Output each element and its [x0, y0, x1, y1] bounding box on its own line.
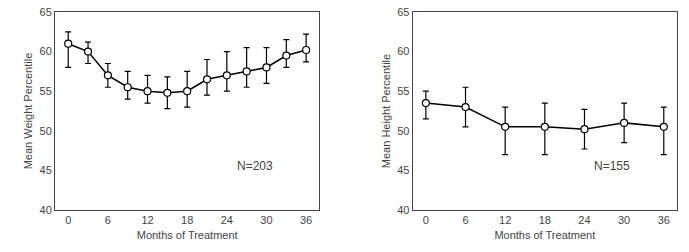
svg-text:N=203: N=203 — [237, 159, 273, 173]
svg-text:18: 18 — [181, 214, 193, 226]
svg-text:60: 60 — [397, 45, 409, 57]
svg-text:40: 40 — [40, 204, 52, 216]
svg-text:0: 0 — [423, 214, 429, 226]
svg-text:36: 36 — [658, 214, 670, 226]
svg-text:24: 24 — [221, 214, 233, 226]
svg-text:Months of Treatment: Months of Treatment — [137, 229, 238, 241]
svg-text:12: 12 — [141, 214, 153, 226]
svg-text:Mean Weight Percentile: Mean Weight Percentile — [22, 53, 34, 170]
svg-text:6: 6 — [462, 214, 468, 226]
svg-text:Mean Height Percentile: Mean Height Percentile — [380, 54, 392, 168]
svg-text:0: 0 — [65, 214, 71, 226]
svg-text:50: 50 — [40, 125, 52, 137]
svg-text:40: 40 — [397, 204, 409, 216]
svg-text:6: 6 — [105, 214, 111, 226]
svg-text:50: 50 — [397, 125, 409, 137]
svg-text:N=155: N=155 — [594, 159, 630, 173]
svg-text:18: 18 — [539, 214, 551, 226]
svg-text:55: 55 — [40, 85, 52, 97]
svg-text:60: 60 — [40, 45, 52, 57]
svg-text:65: 65 — [397, 6, 409, 18]
svg-text:Months of Treatment: Months of Treatment — [494, 229, 595, 241]
svg-text:30: 30 — [260, 214, 272, 226]
svg-text:24: 24 — [578, 214, 590, 226]
svg-text:65: 65 — [40, 6, 52, 18]
svg-text:45: 45 — [397, 164, 409, 176]
svg-text:36: 36 — [300, 214, 312, 226]
svg-text:45: 45 — [40, 164, 52, 176]
svg-text:12: 12 — [499, 214, 511, 226]
svg-text:55: 55 — [397, 85, 409, 97]
svg-text:30: 30 — [618, 214, 630, 226]
